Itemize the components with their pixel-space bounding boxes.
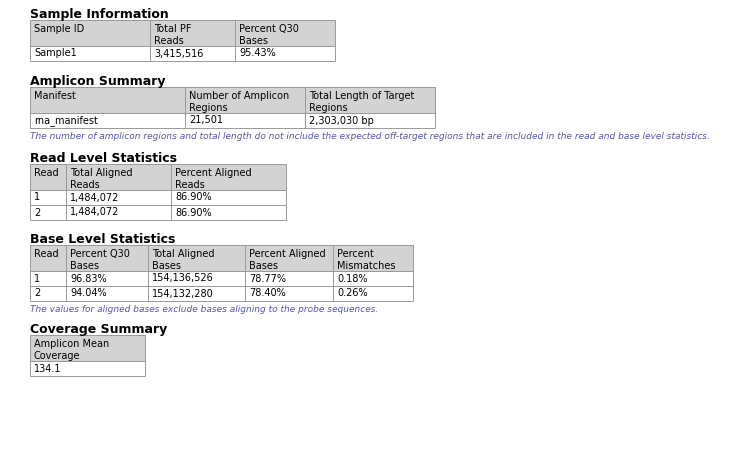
Text: 1,484,072: 1,484,072 [70, 208, 119, 218]
Text: 154,132,280: 154,132,280 [152, 288, 213, 298]
Bar [30, 190, 286, 205]
Bar [30, 205, 286, 220]
Text: 0.18%: 0.18% [337, 274, 367, 284]
Text: Total Aligned
Bases: Total Aligned Bases [152, 249, 214, 271]
Text: Sample Information: Sample Information [30, 8, 169, 21]
Bar [30, 164, 286, 190]
Text: Percent Q30
Bases: Percent Q30 Bases [70, 249, 130, 271]
Text: Percent Q30
Bases: Percent Q30 Bases [239, 24, 299, 46]
Text: 1: 1 [34, 192, 40, 202]
Text: Read: Read [34, 168, 59, 178]
Text: Total PF
Reads: Total PF Reads [154, 24, 191, 46]
Text: Read Level Statistics: Read Level Statistics [30, 152, 177, 165]
Text: 86.90%: 86.90% [175, 208, 212, 218]
Bar [30, 46, 335, 61]
Text: 96.83%: 96.83% [70, 274, 107, 284]
Text: Percent
Mismatches: Percent Mismatches [337, 249, 395, 271]
Text: 154,136,526: 154,136,526 [152, 274, 213, 284]
Text: 86.90%: 86.90% [175, 192, 212, 202]
Text: 3,415,516: 3,415,516 [154, 48, 203, 58]
Text: Number of Amplicon
Regions: Number of Amplicon Regions [189, 91, 289, 113]
Text: Sample ID: Sample ID [34, 24, 84, 34]
Text: The values for aligned bases exclude bases aligning to the probe sequences.: The values for aligned bases exclude bas… [30, 305, 378, 314]
Text: 95.43%: 95.43% [239, 48, 276, 58]
Bar [30, 335, 145, 361]
Bar [30, 87, 435, 113]
Text: Percent Aligned
Bases: Percent Aligned Bases [249, 249, 325, 271]
Text: Amplicon Mean
Coverage: Amplicon Mean Coverage [34, 339, 109, 361]
Text: Manifest: Manifest [34, 91, 76, 101]
Bar [30, 113, 435, 128]
Text: Total Length of Target
Regions: Total Length of Target Regions [309, 91, 414, 113]
Text: Coverage Summary: Coverage Summary [30, 323, 167, 336]
Text: 1: 1 [34, 274, 40, 284]
Bar [30, 286, 413, 301]
Text: Total Aligned
Reads: Total Aligned Reads [70, 168, 132, 190]
Text: Sample1: Sample1 [34, 48, 77, 58]
Text: 21,501: 21,501 [189, 115, 223, 125]
Text: 134.1: 134.1 [34, 363, 62, 373]
Text: Percent Aligned
Reads: Percent Aligned Reads [175, 168, 252, 190]
Text: 2: 2 [34, 288, 40, 298]
Text: rna_manifest: rna_manifest [34, 115, 98, 126]
Text: 94.04%: 94.04% [70, 288, 107, 298]
Bar [30, 361, 145, 376]
Text: 1,484,072: 1,484,072 [70, 192, 119, 202]
Bar [30, 271, 413, 286]
Text: 78.77%: 78.77% [249, 274, 286, 284]
Bar [30, 20, 335, 46]
Text: The number of amplicon regions and total length do not include the expected off-: The number of amplicon regions and total… [30, 132, 710, 141]
Text: 2: 2 [34, 208, 40, 218]
Bar [30, 245, 413, 271]
Text: 78.40%: 78.40% [249, 288, 286, 298]
Text: Amplicon Summary: Amplicon Summary [30, 75, 166, 88]
Text: 2,303,030 bp: 2,303,030 bp [309, 115, 374, 125]
Text: Read: Read [34, 249, 59, 259]
Text: Base Level Statistics: Base Level Statistics [30, 233, 175, 246]
Text: 0.26%: 0.26% [337, 288, 367, 298]
